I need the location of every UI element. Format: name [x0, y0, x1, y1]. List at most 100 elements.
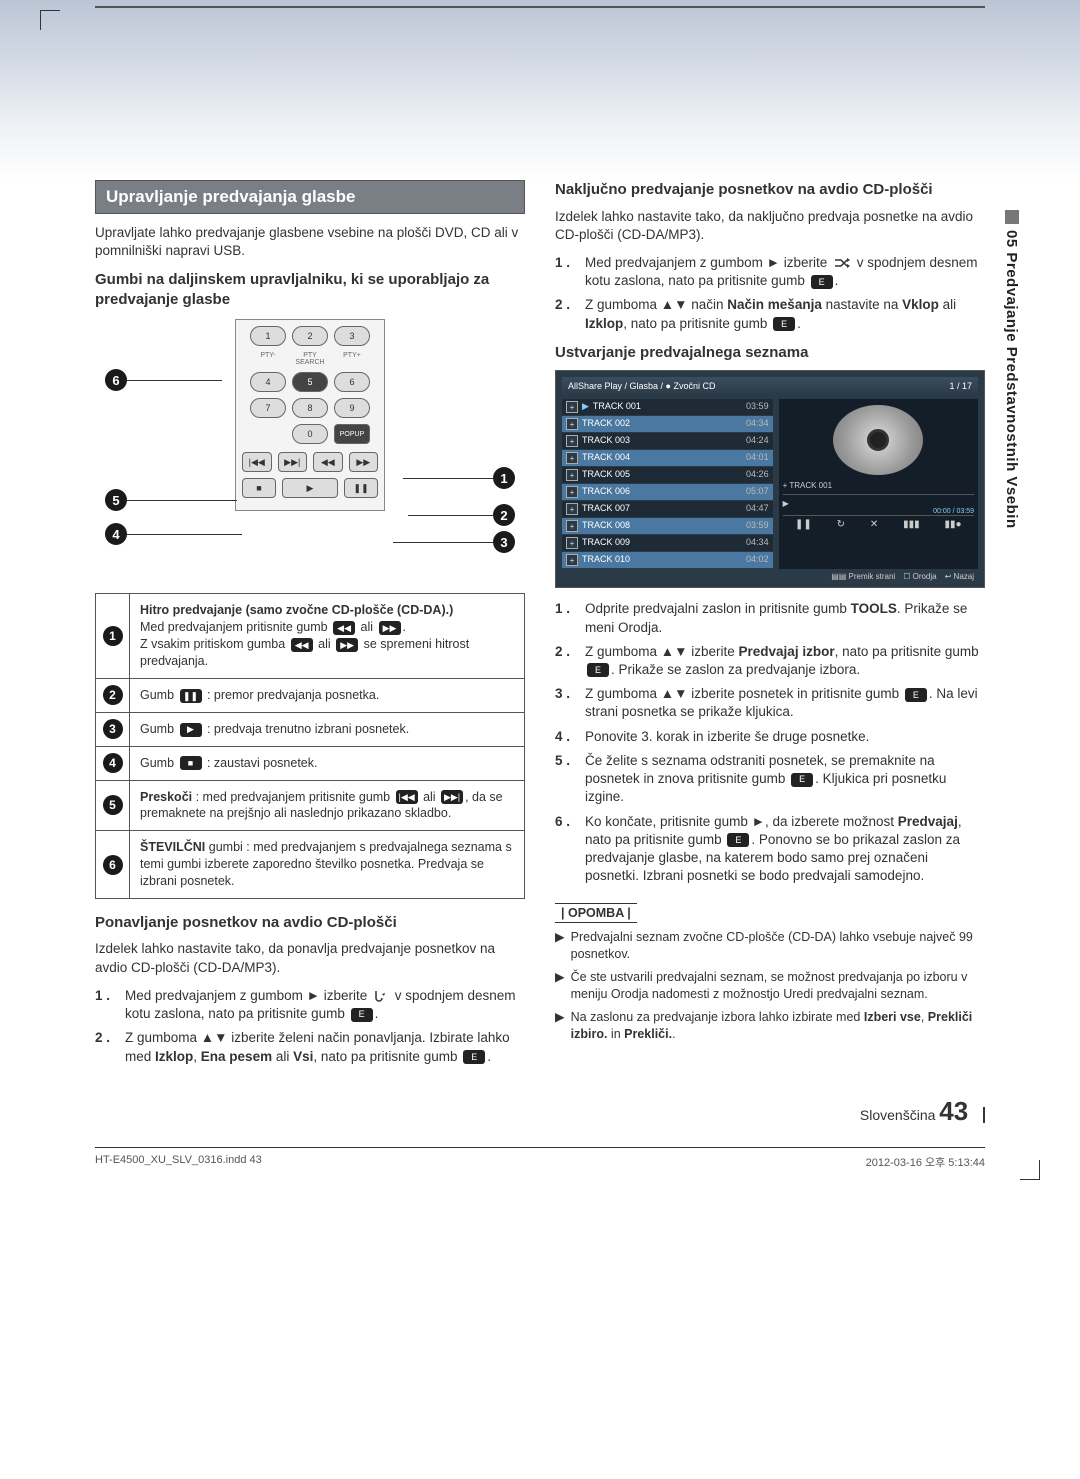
- track-row: + TRACK 005 04:26: [562, 467, 773, 483]
- imprint-file: HT-E4500_XU_SLV_0316.indd 43: [95, 1154, 262, 1170]
- step-num: 3 .: [555, 685, 577, 721]
- row-num: 2: [103, 685, 123, 705]
- callout-line-4: [127, 534, 242, 535]
- track-add-icon: +: [566, 537, 578, 549]
- remote-key-pause: ❚❚: [344, 478, 378, 498]
- step-text: Z gumboma ▲▼ izberite posnetek in pritis…: [585, 685, 985, 721]
- repeat-intro: Izdelek lahko nastavite tako, da ponavlj…: [95, 940, 525, 976]
- step-text: Če želite s seznama odstraniti posnetek,…: [585, 752, 985, 807]
- track-name: TRACK 005: [582, 469, 742, 481]
- row-num: 1: [103, 626, 123, 646]
- row-num: 5: [103, 795, 123, 815]
- track-time: 04:34: [746, 537, 769, 549]
- track-row: + TRACK 008 03:59: [562, 518, 773, 534]
- remote-key-7: 7: [250, 398, 286, 418]
- callout-line-2: [408, 515, 493, 516]
- track-list: + ▶ TRACK 001 03:59+ TRACK 002 04:34+ TR…: [562, 399, 773, 569]
- shuffle-steps: 1 . Med predvajanjem z gumbom ► izberite …: [555, 254, 985, 333]
- player-counter: 1 / 17: [949, 381, 972, 391]
- player-body: + ▶ TRACK 001 03:59+ TRACK 002 04:34+ TR…: [562, 399, 978, 569]
- track-name: TRACK 006: [582, 486, 742, 498]
- row-desc: ŠTEVILČNI gumbi : med predvajanjem s pre…: [130, 831, 525, 899]
- track-name: TRACK 002: [582, 418, 742, 430]
- step-text: Med predvajanjem z gumbom ► izberite v s…: [585, 254, 985, 290]
- sub-heading-playlist: Ustvarjanje predvajalnega seznama: [555, 343, 985, 363]
- row-desc: Gumb ■ : zaustavi posnetek.: [130, 746, 525, 780]
- callout-1: 1: [493, 467, 515, 489]
- remote-figure: 1 2 3 PTY- PTY SEARCH PTY+ 4 5 6: [95, 319, 525, 579]
- step-num: 2 .: [555, 643, 577, 679]
- track-add-icon: +: [566, 520, 578, 532]
- disc-icon: [833, 405, 923, 475]
- row-num: 6: [103, 855, 123, 875]
- step-text: Z gumboma ▲▼ izberite želeni način ponav…: [125, 1029, 525, 1065]
- imprint-line: HT-E4500_XU_SLV_0316.indd 43 2012-03-16 …: [95, 1147, 985, 1170]
- track-add-icon: +: [566, 503, 578, 515]
- remote-key-next: ▶▶|: [278, 452, 308, 472]
- callout-5: 5: [105, 489, 127, 511]
- track-row: + TRACK 010 04:02: [562, 552, 773, 568]
- track-time: 04:24: [746, 435, 769, 447]
- remote-key-prev: |◀◀: [242, 452, 272, 472]
- columns: Upravljanje predvajanja glasbe Upravljat…: [95, 180, 985, 1076]
- step-num: 2 .: [555, 296, 577, 332]
- player-preview: + TRACK 001 ▶ 00:00 / 03:59 ❚❚ ↻ ✕ ▮▮▮ ▮…: [779, 399, 978, 569]
- footer-tools: ☐ Orodja: [903, 572, 936, 581]
- step-text: Ko končate, pritisnite gumb ►, da izbere…: [585, 813, 985, 886]
- sub-heading-remote: Gumbi na daljinskem upravljalniku, ki se…: [95, 270, 525, 309]
- track-name: TRACK 010: [582, 554, 742, 566]
- footer-move: ▤▤ Premik strani: [831, 572, 895, 581]
- note-bullet-icon: ▶: [555, 969, 565, 1003]
- preview-controls: ❚❚ ↻ ✕ ▮▮▮ ▮▮●: [783, 515, 974, 530]
- note-text: Na zaslonu za predvajanje izbora lahko i…: [571, 1009, 985, 1043]
- page-footer: Slovenščina 43: [95, 1096, 985, 1127]
- step-text: Med predvajanjem z gumbom ► izberite v s…: [125, 987, 525, 1023]
- step-num: 2 .: [95, 1029, 117, 1065]
- step-num: 1 .: [555, 254, 577, 290]
- page: 05 Predvajanje Predstavnostnih Vsebin Up…: [0, 0, 1080, 1230]
- callout-3: 3: [493, 531, 515, 553]
- note-text: Predvajalni seznam zvočne CD-plošče (CD-…: [571, 929, 985, 963]
- player-footer: ▤▤ Premik strani ☐ Orodja ↩ Nazaj: [562, 569, 978, 581]
- remote-key-5: 5: [292, 372, 328, 392]
- row-desc: Hitro predvajanje (samo zvočne CD-plošče…: [130, 594, 525, 679]
- remote-key-0: 0: [292, 424, 328, 444]
- track-add-icon: +: [566, 486, 578, 498]
- remote-key-popup: POPUP: [334, 424, 370, 444]
- player-breadcrumb: AllShare Play / Glasba / ● Zvočni CD: [568, 381, 716, 391]
- track-time: 04:01: [746, 452, 769, 464]
- note-bullet-icon: ▶: [555, 929, 565, 963]
- player-header: AllShare Play / Glasba / ● Zvočni CD 1 /…: [562, 377, 978, 395]
- step-text: Odprite predvajalni zaslon in pritisnite…: [585, 600, 985, 636]
- note-text: Če ste ustvarili predvajalni seznam, se …: [571, 969, 985, 1003]
- track-name: TRACK 004: [582, 452, 742, 464]
- ctrl-repeat-icon: ↻: [837, 519, 845, 530]
- callout-2: 2: [493, 504, 515, 526]
- ctrl-shuffle-icon: ✕: [870, 519, 878, 530]
- track-name: TRACK 009: [582, 537, 742, 549]
- step-text: Ponovite 3. korak in izberite še druge p…: [585, 728, 869, 746]
- remote-lbl-pty-search: PTY SEARCH: [292, 352, 328, 366]
- shuffle-intro: Izdelek lahko nastavite tako, da naključ…: [555, 208, 985, 244]
- time-display: 00:00 / 03:59: [933, 508, 974, 515]
- section-title: Upravljanje predvajanja glasbe: [95, 180, 525, 214]
- track-time: 04:34: [746, 418, 769, 430]
- right-column: Naključno predvajanje posnetkov na avdio…: [555, 180, 985, 1076]
- remote-key-1: 1: [250, 326, 286, 346]
- side-marker: [1005, 210, 1019, 224]
- row-desc: Gumb ❚❚ : premor predvajanja posnetka.: [130, 678, 525, 712]
- track-time: 05:07: [746, 486, 769, 498]
- row-num: 4: [103, 753, 123, 773]
- note-bullet-icon: ▶: [555, 1009, 565, 1043]
- track-row: + TRACK 003 04:24: [562, 433, 773, 449]
- step-num: 5 .: [555, 752, 577, 807]
- step-text: Z gumboma ▲▼ način Način mešanja nastavi…: [585, 296, 985, 332]
- remote-key-2: 2: [292, 326, 328, 346]
- track-name: TRACK 007: [582, 503, 742, 515]
- track-add-icon: +: [566, 554, 578, 566]
- footer-back: ↩ Nazaj: [945, 572, 974, 581]
- sub-heading-repeat: Ponavljanje posnetkov na avdio CD-plošči: [95, 913, 525, 933]
- callout-line-6: [127, 380, 222, 381]
- remote-desc-table: 1 Hitro predvajanje (samo zvočne CD-ploš…: [95, 593, 525, 899]
- track-row: + TRACK 006 05:07: [562, 484, 773, 500]
